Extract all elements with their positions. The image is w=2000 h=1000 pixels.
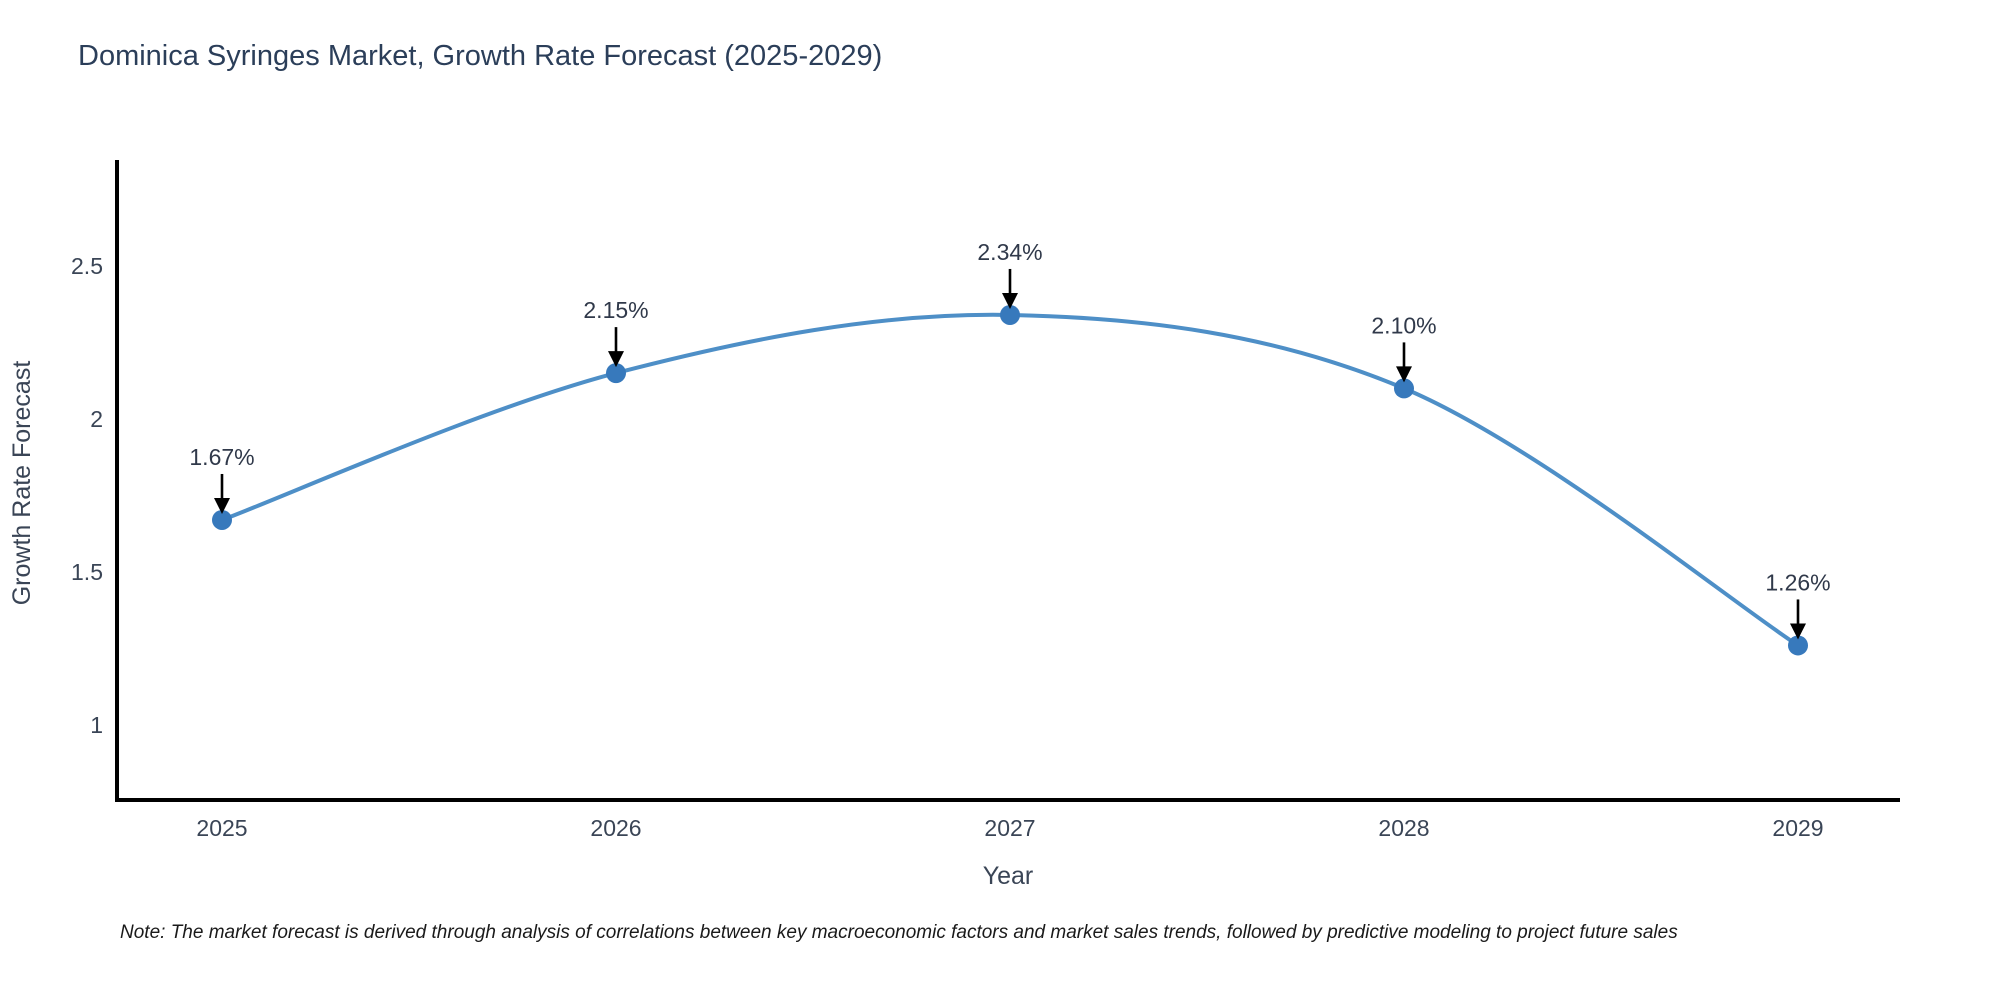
- x-tick-label: 2029: [1772, 815, 1823, 841]
- x-tick-label: 2025: [196, 815, 247, 841]
- arrow-down-icon: [1396, 366, 1412, 383]
- point-value-label: 2.15%: [583, 297, 648, 323]
- y-tick-label: 2.5: [71, 253, 103, 279]
- point-value-label: 2.34%: [977, 239, 1042, 265]
- data-point-marker[interactable]: [1394, 378, 1414, 399]
- chart-title: Dominica Syringes Market, Growth Rate Fo…: [78, 40, 882, 72]
- data-point-marker[interactable]: [1000, 304, 1020, 325]
- data-point-marker[interactable]: [212, 509, 232, 530]
- x-tick-label: 2026: [590, 815, 641, 841]
- arrow-down-icon: [1790, 623, 1806, 640]
- series-growth-rate: [212, 304, 1808, 656]
- data-point-marker[interactable]: [1788, 635, 1808, 656]
- data-point-marker[interactable]: [606, 363, 626, 384]
- axes: 1 1.5 2 2.5 2025 2026 2027 2028 2029: [71, 160, 1900, 841]
- footnote: Note: The market forecast is derived thr…: [120, 922, 1678, 943]
- x-axis-title: Year: [983, 862, 1034, 890]
- y-tick-label: 2: [90, 406, 103, 432]
- x-tick-label: 2027: [984, 815, 1035, 841]
- x-tick-label: 2028: [1378, 815, 1429, 841]
- point-value-label: 1.26%: [1765, 569, 1830, 595]
- annotations: 1.67% 2.15% 2.34% 2.10% 1.26%: [189, 239, 1831, 640]
- y-axis-title: Growth Rate Forecast: [8, 361, 36, 606]
- y-tick-label: 1.5: [71, 559, 103, 585]
- point-value-label: 1.67%: [189, 444, 254, 470]
- trend-line: [220, 312, 1800, 648]
- point-value-label: 2.10%: [1371, 312, 1436, 338]
- arrow-down-icon: [608, 351, 624, 368]
- arrow-down-icon: [1002, 292, 1018, 309]
- arrow-down-icon: [214, 497, 230, 514]
- y-tick-label: 1: [90, 712, 103, 738]
